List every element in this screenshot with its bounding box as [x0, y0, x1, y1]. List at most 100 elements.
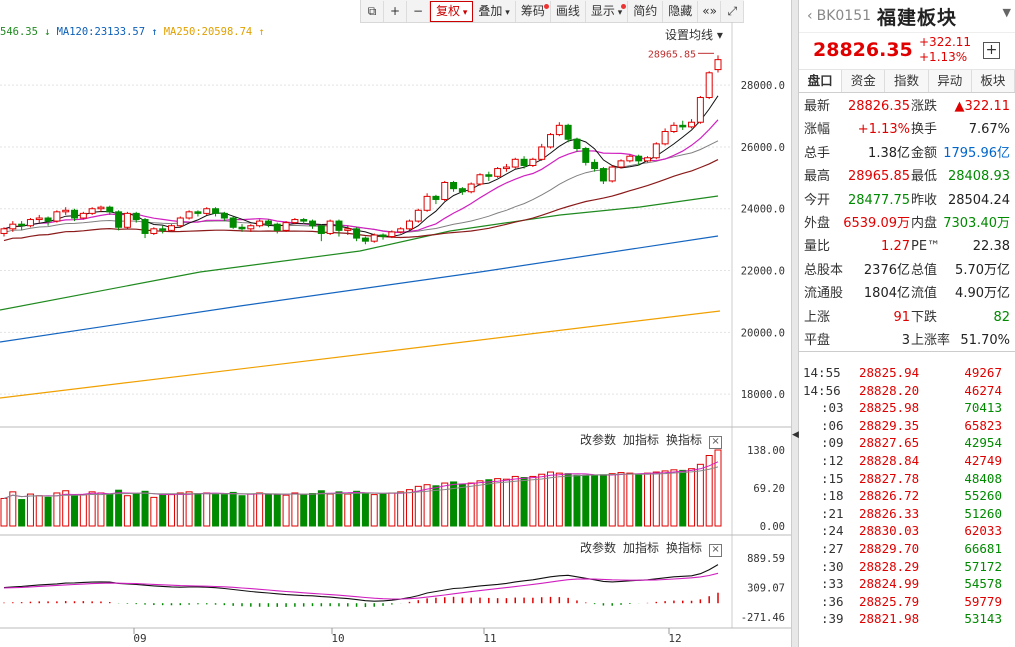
- ma60-legend: 546.35 ↓: [0, 26, 51, 38]
- candle-body: [705, 72, 713, 99]
- volume-bar: [79, 494, 87, 527]
- candle-body: [414, 209, 422, 222]
- tab-4[interactable]: 板块: [972, 70, 1015, 92]
- quote-value: 28504.24: [947, 192, 1010, 208]
- candle-body: [62, 209, 70, 213]
- toolbar-button-9[interactable]: 隐藏: [663, 0, 699, 22]
- quote-value: 1804亿: [863, 286, 910, 302]
- volume-bar: [35, 495, 43, 527]
- candle-body: [679, 124, 687, 128]
- macd-edit-params-button[interactable]: 改参数: [580, 541, 617, 555]
- x-axis-label: 10: [331, 632, 344, 645]
- zoom-out-icon[interactable]: −: [407, 0, 430, 22]
- collapse-arrow-icon[interactable]: ◀: [792, 430, 799, 440]
- close-icon[interactable]: ×: [709, 436, 723, 449]
- more-icon[interactable]: «»: [698, 0, 722, 22]
- macd-axis-label: 889.59: [747, 553, 785, 565]
- tab-1[interactable]: 资金: [842, 70, 886, 92]
- quote-label: 今开: [804, 192, 831, 208]
- candle-body: [9, 223, 17, 230]
- tick-time: :33: [821, 576, 844, 592]
- back-icon[interactable]: ‹: [807, 8, 813, 24]
- volume-bar: [256, 492, 264, 527]
- tick-volume: 49267: [964, 365, 1002, 380]
- candle-body: [176, 217, 184, 227]
- tab-2[interactable]: 指数: [885, 70, 929, 92]
- volume-bar: [62, 490, 70, 527]
- volume-bar: [511, 475, 519, 527]
- tab-3[interactable]: 异动: [929, 70, 972, 92]
- quote-label: 昨收: [911, 192, 938, 208]
- candle-body: [696, 97, 704, 123]
- toolbar-button-8[interactable]: 简约: [628, 0, 664, 22]
- expand-icon[interactable]: ⤢: [721, 0, 745, 22]
- volume-edit-params-button[interactable]: 改参数: [580, 433, 617, 447]
- ma-legend: 546.35 ↓ MA120:23133.57 ↑ MA250:20598.74 ↑: [0, 26, 271, 38]
- tick-list[interactable]: 14:55 28825.94 49267 14:56 28828.20 46274:03 2…: [799, 364, 1015, 628]
- quote-row: 上涨 91 下跌 82: [799, 306, 1015, 330]
- tick-volume: 53143: [964, 611, 1002, 627]
- quote-value: 28408.93: [947, 169, 1010, 185]
- volume-bar: [573, 474, 581, 527]
- quote-label: 下跌: [911, 309, 938, 325]
- copy-icon[interactable]: ⧉: [361, 0, 384, 22]
- tick-time: :06: [821, 417, 844, 433]
- volume-add-indicator-button[interactable]: 加指标: [623, 433, 660, 447]
- tick-price: 28828.84: [859, 452, 920, 468]
- candle-body: [247, 225, 255, 230]
- tick-row: :06 28829.35 65823: [799, 417, 1015, 435]
- add-watchlist-icon[interactable]: +: [983, 42, 1000, 59]
- sector-code: BK0151: [816, 8, 872, 24]
- quote-label: 外盘: [804, 216, 831, 231]
- tick-row: :33 28824.99 54578: [799, 575, 1015, 593]
- toolbar-button-7[interactable]: 显示 ▾: [586, 0, 629, 22]
- tick-time: :27: [821, 540, 844, 556]
- volume-switch-indicator-button[interactable]: 换指标: [666, 433, 703, 447]
- tick-volume: 55260: [964, 488, 1002, 504]
- volume-bar: [423, 484, 431, 527]
- toolbar-button-5[interactable]: 筹码: [516, 0, 551, 22]
- tick-time: :39: [821, 611, 844, 627]
- tick-price: 28829.35: [859, 417, 920, 433]
- zoom-in-icon[interactable]: +: [384, 0, 407, 22]
- candle-body: [220, 212, 228, 219]
- panel-header: ‹ BK0151 福建板块 ▼: [799, 0, 1015, 33]
- macd-add-indicator-button[interactable]: 加指标: [623, 541, 660, 555]
- volume-bar: [688, 468, 696, 527]
- quote-label: PE™: [911, 239, 941, 255]
- toolbar-button-3[interactable]: 复权 ▾: [430, 0, 474, 22]
- panel-divider[interactable]: ◀: [791, 0, 799, 647]
- volume-bar: [617, 472, 625, 527]
- tick-time: :09: [821, 435, 844, 451]
- candle-body: [564, 124, 572, 140]
- quote-value: 91: [893, 309, 910, 325]
- price-axis-label: 24000.0: [741, 204, 785, 216]
- candle-body: [599, 168, 607, 182]
- quote-label: 涨跌: [911, 99, 938, 114]
- candle-body: [326, 220, 334, 234]
- macd-switch-indicator-button[interactable]: 换指标: [666, 541, 703, 555]
- volume-bar: [247, 493, 255, 527]
- tick-row: :36 28825.79 59779: [799, 593, 1015, 611]
- quote-row: 最新 28826.35 涨跌 ▲322.11: [799, 95, 1015, 119]
- quote-row: 总手 1.38亿 金额 1795.96亿: [799, 142, 1015, 166]
- candle-body: [256, 220, 264, 227]
- tick-row: :03 28825.98 70413: [799, 399, 1015, 417]
- quote-value: 1.27: [881, 239, 910, 255]
- candle-body: [282, 222, 290, 231]
- volume-bar: [176, 492, 184, 527]
- dropdown-icon[interactable]: ▼: [1002, 6, 1011, 19]
- ma-settings-button[interactable]: 设置均线 ▾: [665, 26, 723, 43]
- kline-svg[interactable]: 28000.0 26000.0 24000.0 22000.0 20000.0 18000…: [0, 0, 791, 647]
- candle-body: [88, 208, 96, 214]
- volume-bar: [705, 455, 713, 527]
- tick-time: :21: [821, 505, 844, 521]
- tab-0[interactable]: 盘口: [799, 70, 843, 92]
- close-icon[interactable]: ×: [709, 544, 723, 557]
- change-percent: +1.13%: [919, 50, 968, 64]
- toolbar-button-6[interactable]: 画线: [551, 0, 586, 22]
- volume-bar: [18, 499, 26, 527]
- toolbar-button-4[interactable]: 叠加 ▾: [473, 0, 516, 22]
- candle-body: [264, 220, 272, 225]
- kline-chart-area[interactable]: ⧉ + − 复权 ▾ 叠加 ▾ 筹码 画线 显示 ▾ 简约 隐藏 «» ⤢ 546.35 ↓ MA120…: [0, 0, 791, 647]
